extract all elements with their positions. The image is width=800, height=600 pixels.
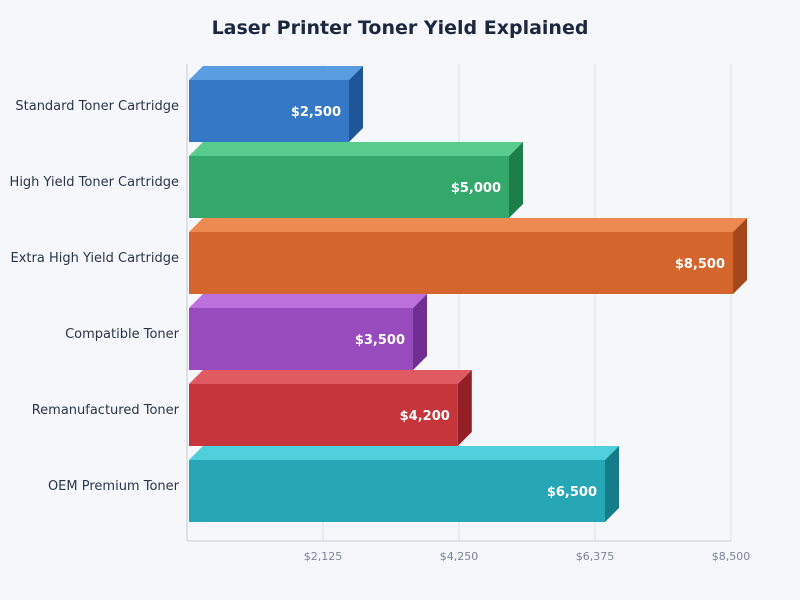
- axes: [186, 64, 731, 542]
- x-tick-label: $2,125: [304, 550, 343, 563]
- bar-side-face: [457, 370, 472, 446]
- bar-top-face: [189, 218, 747, 232]
- bar-value-label: $8,500: [675, 257, 725, 272]
- bar-front-face: [189, 156, 509, 218]
- bar-side-face: [349, 66, 363, 142]
- x-tick-label: $8,500: [712, 550, 751, 563]
- bar-top-face: [189, 142, 523, 156]
- bar: $2,500: [189, 66, 363, 142]
- bar-side-face: [605, 446, 619, 522]
- category-label: OEM Premium Toner: [48, 479, 180, 494]
- bar: $6,500: [189, 446, 619, 522]
- category-label: Extra High Yield Cartridge: [11, 251, 180, 266]
- bar-front-face: [189, 308, 413, 370]
- bar: $8,500: [189, 218, 747, 294]
- bar-side-face: [413, 294, 427, 370]
- bar-value-label: $5,000: [451, 181, 501, 196]
- bar: $5,000: [189, 142, 523, 218]
- category-label: Compatible Toner: [65, 327, 180, 342]
- x-tick-label: $4,250: [440, 550, 479, 563]
- bar-top-face: [189, 370, 472, 384]
- category-label: High Yield Toner Cartridge: [10, 175, 179, 190]
- category-label: Standard Toner Cartridge: [15, 99, 179, 114]
- bar-value-label: $6,500: [547, 485, 597, 500]
- bar-side-face: [733, 218, 747, 294]
- bar-top-face: [189, 294, 427, 308]
- bars: $2,500 $5,000 $8,500 $3,500 $4,200 $6,500: [189, 66, 747, 522]
- bar-value-label: $3,500: [355, 333, 405, 348]
- bar: $3,500: [189, 294, 427, 370]
- bar-side-face: [509, 142, 523, 218]
- bar-front-face: [189, 460, 605, 522]
- bar-front-face: [189, 232, 733, 294]
- bar-value-label: $4,200: [400, 409, 450, 424]
- bar-top-face: [189, 446, 619, 460]
- bar-top-face: [189, 66, 363, 80]
- bar-front-face: [189, 384, 458, 446]
- category-labels: Standard Toner Cartridge High Yield Toner…: [10, 99, 180, 494]
- bar-front-face: [189, 80, 349, 142]
- bar: $4,200: [189, 370, 472, 446]
- chart-title: Laser Printer Toner Yield Explained: [212, 17, 589, 39]
- x-tick-label: $6,375: [576, 550, 615, 563]
- category-label: Remanufactured Toner: [32, 403, 180, 418]
- x-tick-labels: $2,125 $4,250 $6,375 $8,500: [304, 550, 751, 563]
- bar-value-label: $2,500: [291, 105, 341, 120]
